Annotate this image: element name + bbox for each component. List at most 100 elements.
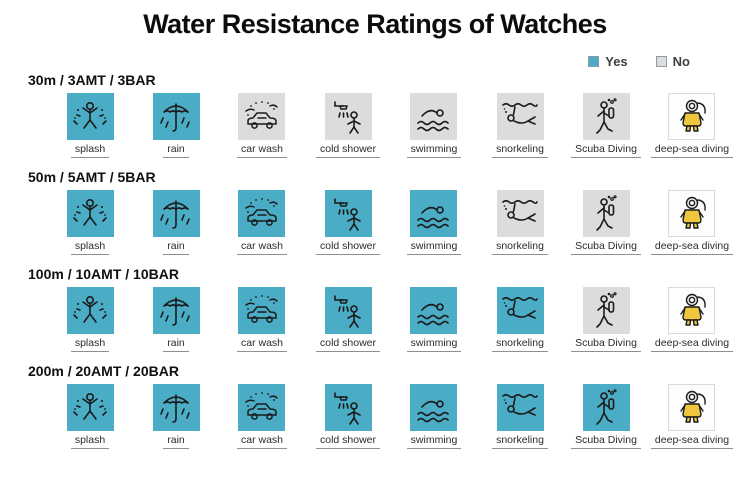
activity-cell: swimming xyxy=(406,93,462,158)
tile-row: splash rain car wash cold shower swimming sno… xyxy=(0,93,750,158)
snorkeling-icon xyxy=(500,97,540,137)
activity-cell: splash xyxy=(66,190,114,255)
activity-label: swimming xyxy=(406,337,462,352)
deep-sea-diving-tile xyxy=(668,384,716,431)
car-wash-tile xyxy=(238,384,286,431)
tile-row: splash rain car wash cold shower swimming sno… xyxy=(0,287,750,352)
scuba-diving-tile xyxy=(582,287,630,334)
deep-sea-diving-icon xyxy=(672,388,712,428)
tile-row: splash rain car wash cold shower swimming sno… xyxy=(0,190,750,255)
legend: Yes No xyxy=(588,54,690,69)
tile-row: splash rain car wash cold shower swimming sno… xyxy=(0,384,750,449)
activity-cell: rain xyxy=(152,287,200,352)
cold-shower-tile xyxy=(324,287,372,334)
splash-icon xyxy=(70,388,110,428)
rain-tile xyxy=(152,384,200,431)
activity-cell: splash xyxy=(66,287,114,352)
activity-label: deep-sea diving xyxy=(650,434,734,449)
activity-cell: snorkeling xyxy=(492,190,548,255)
activity-label: rain xyxy=(163,337,189,352)
activity-cell: cold shower xyxy=(315,287,381,352)
activity-label: car wash xyxy=(236,143,287,158)
activity-cell: car wash xyxy=(236,190,287,255)
rating-section: 30m / 3AMT / 3BAR splash rain car wash cold … xyxy=(0,72,750,158)
activity-cell: swimming xyxy=(406,287,462,352)
swimming-tile xyxy=(410,287,458,334)
activity-label: cold shower xyxy=(315,240,381,255)
activity-label: deep-sea diving xyxy=(650,143,734,158)
scuba-diving-icon xyxy=(586,388,626,428)
rating-sections: 30m / 3AMT / 3BAR splash rain car wash cold … xyxy=(0,72,750,449)
swimming-icon xyxy=(414,97,454,137)
legend-no-swatch xyxy=(655,56,667,67)
rating-section: 50m / 5AMT / 5BAR splash rain car wash cold … xyxy=(0,169,750,255)
scuba-diving-icon xyxy=(586,194,626,234)
car-wash-tile xyxy=(238,93,286,140)
swimming-icon xyxy=(414,388,454,428)
rain-tile xyxy=(152,93,200,140)
snorkeling-tile xyxy=(496,93,544,140)
swimming-icon xyxy=(414,194,454,234)
rain-icon xyxy=(156,194,196,234)
rain-icon xyxy=(156,291,196,331)
snorkeling-icon xyxy=(500,194,540,234)
activity-cell: swimming xyxy=(406,384,462,449)
rain-icon xyxy=(156,388,196,428)
rating-section: 100m / 10AMT / 10BAR splash rain car wash co… xyxy=(0,266,750,352)
activity-label: Scuba Diving xyxy=(571,337,641,352)
deep-sea-diving-icon xyxy=(672,97,712,137)
activity-label: swimming xyxy=(406,240,462,255)
legend-no-label: No xyxy=(672,54,690,69)
rating-row-heading: 100m / 10AMT / 10BAR xyxy=(28,266,179,282)
activity-cell: snorkeling xyxy=(492,384,548,449)
scuba-diving-tile xyxy=(582,384,630,431)
activity-cell: snorkeling xyxy=(492,287,548,352)
rating-row-heading: 200m / 20AMT / 20BAR xyxy=(28,363,179,379)
activity-cell: splash xyxy=(66,93,114,158)
scuba-diving-icon xyxy=(586,291,626,331)
activity-label: rain xyxy=(163,143,189,158)
activity-label: car wash xyxy=(236,240,287,255)
swimming-tile xyxy=(410,190,458,237)
scuba-diving-tile xyxy=(582,190,630,237)
activity-cell: car wash xyxy=(236,384,287,449)
activity-cell: deep-sea diving xyxy=(650,93,734,158)
deep-sea-diving-tile xyxy=(668,93,716,140)
car-wash-icon xyxy=(242,194,282,234)
activity-cell: Scuba Diving xyxy=(571,190,641,255)
activity-label: splash xyxy=(70,337,110,352)
page-title: Water Resistance Ratings of Watches xyxy=(143,9,607,39)
activity-cell: cold shower xyxy=(315,190,381,255)
rating-section: 200m / 20AMT / 20BAR splash rain car wash co… xyxy=(0,363,750,449)
activity-label: cold shower xyxy=(315,337,381,352)
snorkeling-tile xyxy=(496,287,544,334)
activity-cell: rain xyxy=(152,190,200,255)
activity-label: rain xyxy=(163,240,189,255)
snorkeling-tile xyxy=(496,190,544,237)
cold-shower-icon xyxy=(328,97,368,137)
snorkeling-icon xyxy=(500,388,540,428)
rain-tile xyxy=(152,287,200,334)
activity-cell: deep-sea diving xyxy=(650,190,734,255)
cold-shower-icon xyxy=(328,388,368,428)
cold-shower-tile xyxy=(324,190,372,237)
legend-yes-label: Yes xyxy=(605,54,628,69)
activity-label: snorkeling xyxy=(492,434,548,449)
deep-sea-diving-icon xyxy=(672,291,712,331)
splash-tile xyxy=(66,93,114,140)
activity-label: snorkeling xyxy=(492,240,548,255)
deep-sea-diving-icon xyxy=(672,194,712,234)
activity-cell: Scuba Diving xyxy=(571,93,641,158)
activity-cell: rain xyxy=(152,93,200,158)
legend-item-no: No xyxy=(655,54,690,69)
car-wash-icon xyxy=(242,388,282,428)
rain-icon xyxy=(156,97,196,137)
activity-cell: deep-sea diving xyxy=(650,384,734,449)
activity-label: cold shower xyxy=(315,434,381,449)
scuba-diving-icon xyxy=(586,97,626,137)
activity-cell: deep-sea diving xyxy=(650,287,734,352)
activity-label: splash xyxy=(70,143,110,158)
car-wash-tile xyxy=(238,287,286,334)
activity-label: Scuba Diving xyxy=(571,434,641,449)
